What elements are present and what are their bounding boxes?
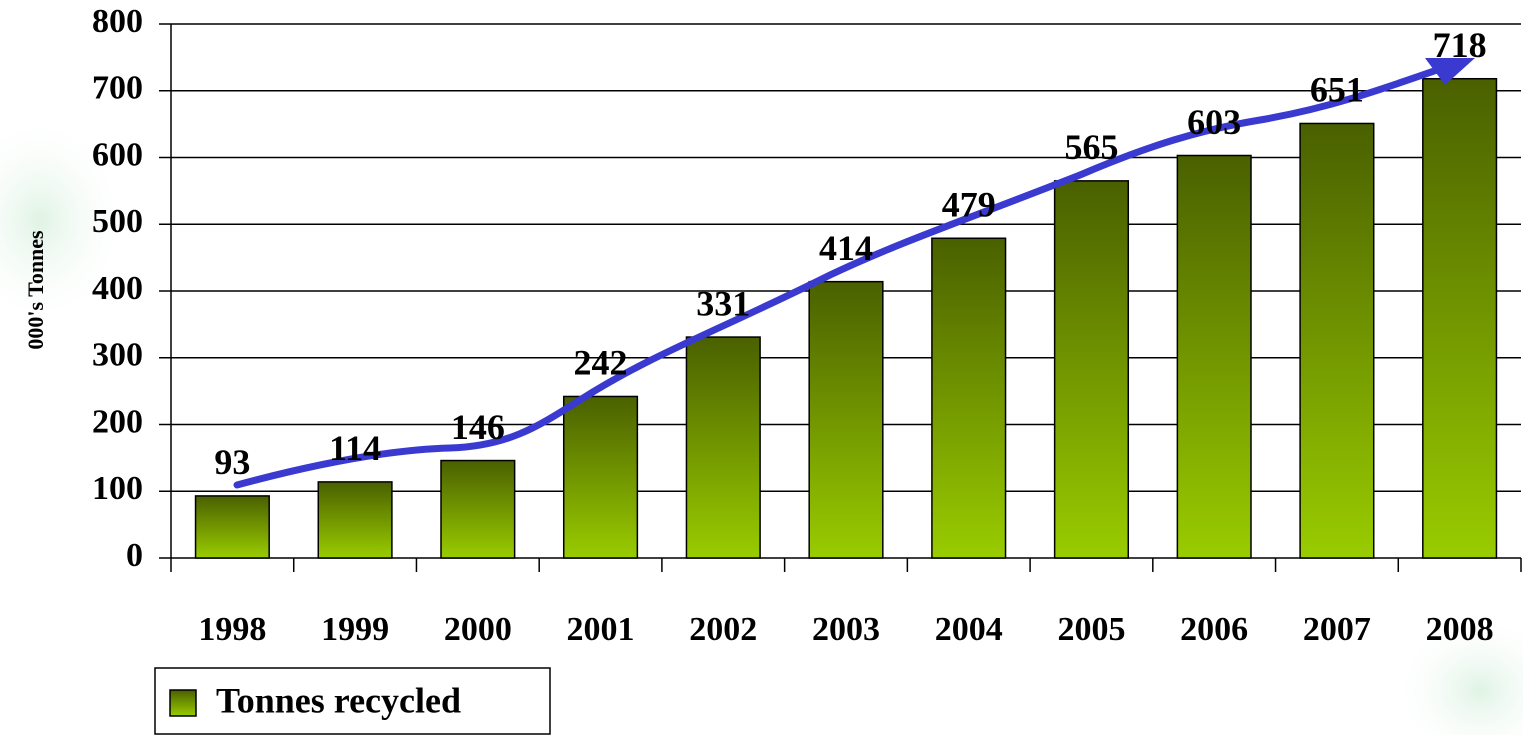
- bar: [808, 280, 884, 559]
- trend-arrowhead: [1425, 58, 1475, 85]
- y-tick-label: 0: [126, 537, 143, 574]
- y-tick-label: 200: [92, 403, 143, 440]
- y-tick-label: 800: [92, 3, 143, 40]
- data-label: 479: [942, 185, 996, 225]
- data-label: 331: [696, 283, 750, 323]
- x-tick-label: 2003: [812, 611, 880, 648]
- bar: [194, 495, 270, 559]
- data-label: 651: [1310, 70, 1364, 110]
- bars: [194, 77, 1498, 559]
- x-tick-label: 2004: [935, 611, 1003, 648]
- data-label: 242: [574, 343, 628, 383]
- data-label: 565: [1064, 127, 1118, 167]
- x-tick-label: 1998: [198, 611, 266, 648]
- bar: [1176, 154, 1252, 559]
- background-leaf: [0, 110, 130, 330]
- data-label: 114: [329, 428, 381, 468]
- bar: [440, 459, 516, 559]
- legend-box: [154, 667, 551, 735]
- x-tick-label: 2002: [689, 611, 757, 648]
- legend-label: Tonnes recycled: [216, 680, 461, 720]
- bar: [1053, 180, 1130, 559]
- y-tick-label: 500: [92, 203, 143, 240]
- data-label: 603: [1187, 102, 1241, 142]
- x-tick-label: 2005: [1057, 611, 1125, 648]
- bar: [1299, 122, 1375, 559]
- bar: [1422, 77, 1498, 559]
- legend-swatch: [169, 689, 197, 717]
- bar: [562, 395, 639, 559]
- bar: [931, 237, 1007, 559]
- labels: 0 100 200 300 400 500 600 700 800 1998 93 1999 114 20…: [92, 3, 1494, 648]
- x-tick-label: 2000: [444, 611, 512, 648]
- x-tick-label: 2001: [567, 611, 635, 648]
- y-tick-label: 400: [92, 270, 143, 307]
- bar: [317, 481, 393, 559]
- background-leaf: [1390, 610, 1523, 735]
- y-tick-label: 100: [92, 470, 143, 507]
- trend-arrow: [233, 58, 1464, 489]
- x-tick-label: 1999: [321, 611, 389, 648]
- x-tick-label: 2008: [1426, 611, 1494, 648]
- data-label: 146: [451, 407, 505, 447]
- y-tick-label: 300: [92, 337, 143, 374]
- y-tick-label: 700: [92, 70, 143, 107]
- y-axis-label: 000's Tonnes: [23, 230, 48, 350]
- x-tick-label: 2006: [1180, 611, 1248, 648]
- data-label: 93: [214, 442, 250, 482]
- y-tick-label: 600: [92, 136, 143, 173]
- data-label: 414: [819, 228, 873, 268]
- x-tick-label: 2007: [1303, 611, 1371, 648]
- data-label: 718: [1433, 25, 1487, 65]
- bar: [685, 336, 761, 559]
